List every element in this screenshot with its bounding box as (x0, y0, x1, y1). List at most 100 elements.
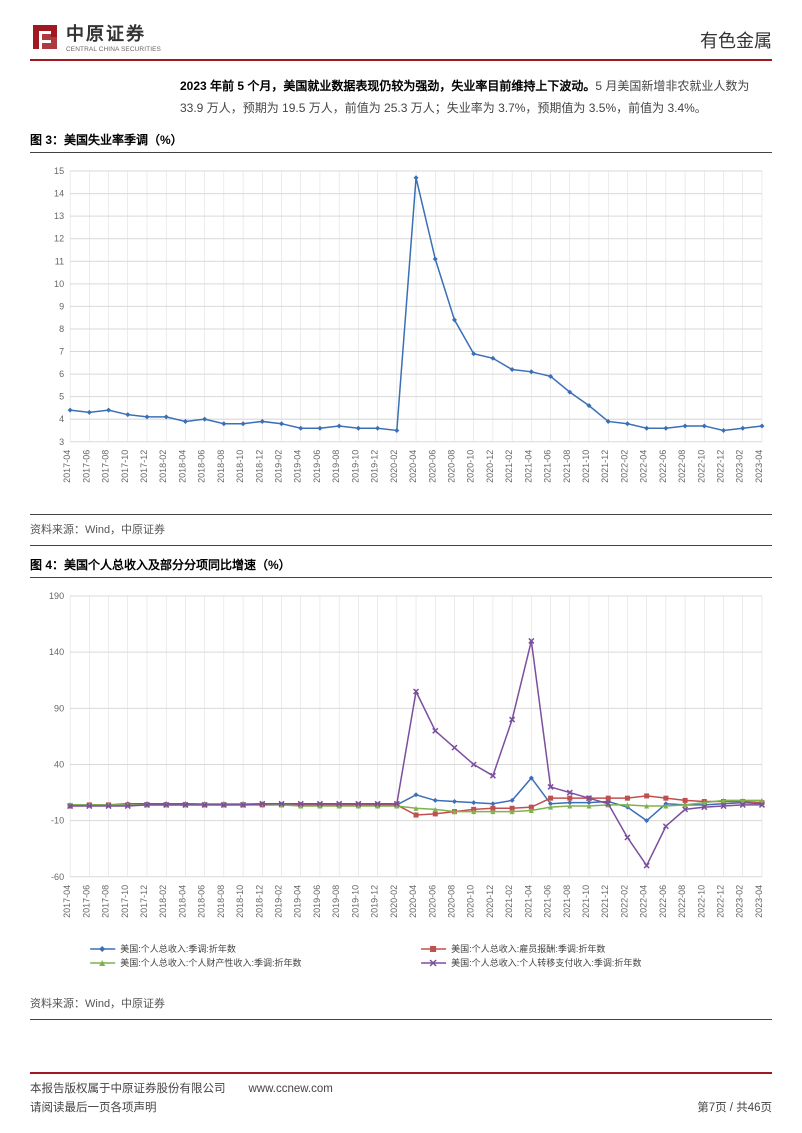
svg-text:美国:个人总收入:季调:折年数: 美国:个人总收入:季调:折年数 (120, 943, 236, 954)
svg-text:2023-04: 2023-04 (754, 885, 764, 918)
svg-text:2019-02: 2019-02 (274, 885, 284, 918)
svg-text:2018-08: 2018-08 (216, 885, 226, 918)
svg-text:2019-04: 2019-04 (293, 450, 303, 483)
svg-text:2020-08: 2020-08 (446, 450, 456, 483)
svg-text:7: 7 (59, 347, 64, 357)
svg-text:2017-10: 2017-10 (120, 885, 130, 918)
svg-text:2018-06: 2018-06 (197, 885, 207, 918)
svg-text:2022-10: 2022-10 (696, 885, 706, 918)
sector-label: 有色金属 (700, 27, 772, 53)
footer-page: 第7页 / 共46页 (697, 1080, 772, 1117)
svg-text:2018-04: 2018-04 (177, 885, 187, 918)
page-header: 中原证券 CENTRAL CHINA SECURITIES 有色金属 (30, 20, 772, 61)
svg-text:2022-02: 2022-02 (619, 450, 629, 483)
svg-text:2017-04: 2017-04 (62, 885, 72, 918)
svg-text:2017-06: 2017-06 (81, 450, 91, 483)
chart4-title: 图 4：美国个人总收入及部分分项同比增速（%） (30, 552, 772, 577)
svg-text:2022-02: 2022-02 (619, 885, 629, 918)
svg-text:2023-04: 2023-04 (754, 450, 764, 483)
svg-text:2023-02: 2023-02 (735, 450, 745, 483)
svg-text:15: 15 (54, 166, 64, 176)
footer-url: www.ccnew.com (249, 1083, 333, 1095)
svg-text:2022-04: 2022-04 (639, 885, 649, 918)
svg-text:12: 12 (54, 234, 64, 244)
intro-paragraph: 2023 年前 5 个月，美国就业数据表现仍较为强劲，失业率目前维持上下波动。5… (30, 71, 772, 127)
svg-text:140: 140 (49, 647, 64, 657)
svg-text:2022-10: 2022-10 (696, 450, 706, 483)
svg-text:2019-04: 2019-04 (293, 885, 303, 918)
svg-text:2020-10: 2020-10 (466, 450, 476, 483)
svg-text:美国:个人总收入:个人财产性收入:季调:折年数: 美国:个人总收入:个人财产性收入:季调:折年数 (120, 957, 301, 968)
svg-text:2021-08: 2021-08 (562, 450, 572, 483)
svg-text:8: 8 (59, 324, 64, 334)
svg-text:2021-04: 2021-04 (523, 885, 533, 918)
svg-text:6: 6 (59, 369, 64, 379)
svg-text:2019-08: 2019-08 (331, 885, 341, 918)
svg-text:2020-02: 2020-02 (389, 885, 399, 918)
svg-text:4: 4 (59, 415, 64, 425)
svg-text:2018-04: 2018-04 (177, 450, 187, 483)
svg-text:40: 40 (54, 760, 64, 770)
chart4-svg: -60-1040901401902017-042017-062017-08201… (30, 586, 772, 977)
svg-text:2020-12: 2020-12 (485, 885, 495, 918)
svg-text:13: 13 (54, 212, 64, 222)
svg-text:2021-04: 2021-04 (523, 450, 533, 483)
svg-text:2020-06: 2020-06 (427, 450, 437, 483)
svg-text:2019-12: 2019-12 (370, 450, 380, 483)
chart4-box: -60-1040901401902017-042017-062017-08201… (30, 577, 772, 989)
svg-text:2019-12: 2019-12 (370, 885, 380, 918)
svg-text:2021-06: 2021-06 (543, 885, 553, 918)
svg-text:美国:个人总收入:个人转移支付收入:季调:折年数: 美国:个人总收入:个人转移支付收入:季调:折年数 (451, 957, 641, 968)
chart3-svg: 34567891011121314152017-042017-062017-08… (30, 161, 772, 502)
svg-text:2019-10: 2019-10 (350, 885, 360, 918)
logo-icon (30, 22, 60, 52)
chart4-source: 资料来源：Wind，中原证券 (30, 991, 772, 1020)
svg-text:2017-04: 2017-04 (62, 450, 72, 483)
logo-text-cn: 中原证券 (66, 20, 161, 46)
svg-text:2022-08: 2022-08 (677, 450, 687, 483)
svg-text:2022-04: 2022-04 (639, 450, 649, 483)
svg-text:2022-08: 2022-08 (677, 885, 687, 918)
page-footer: 本报告版权属于中原证券股份有限公司 www.ccnew.com 请阅读最后一页各… (30, 1072, 772, 1117)
svg-text:2022-06: 2022-06 (658, 885, 668, 918)
svg-text:2022-06: 2022-06 (658, 450, 668, 483)
svg-text:2021-06: 2021-06 (543, 450, 553, 483)
chart3-source: 资料来源：Wind，中原证券 (30, 517, 772, 546)
svg-text:2019-06: 2019-06 (312, 450, 322, 483)
svg-text:2022-12: 2022-12 (716, 450, 726, 483)
svg-text:2020-10: 2020-10 (466, 885, 476, 918)
svg-text:2017-06: 2017-06 (81, 885, 91, 918)
svg-text:2021-08: 2021-08 (562, 885, 572, 918)
svg-text:2021-02: 2021-02 (504, 885, 514, 918)
svg-text:2021-10: 2021-10 (581, 450, 591, 483)
svg-text:2018-08: 2018-08 (216, 450, 226, 483)
svg-text:2018-12: 2018-12 (254, 450, 264, 483)
footer-disclaimer: 请阅读最后一页各项声明 (30, 1099, 333, 1117)
svg-text:2018-02: 2018-02 (158, 450, 168, 483)
svg-text:2021-10: 2021-10 (581, 885, 591, 918)
svg-text:2018-10: 2018-10 (235, 450, 245, 483)
svg-text:2019-10: 2019-10 (350, 450, 360, 483)
svg-text:2022-12: 2022-12 (716, 885, 726, 918)
footer-copyright: 本报告版权属于中原证券股份有限公司 (30, 1083, 226, 1095)
svg-text:-60: -60 (51, 872, 64, 882)
logo: 中原证券 CENTRAL CHINA SECURITIES (30, 20, 161, 53)
logo-text-en: CENTRAL CHINA SECURITIES (66, 46, 161, 53)
svg-text:2019-02: 2019-02 (274, 450, 284, 483)
svg-text:5: 5 (59, 392, 64, 402)
svg-text:10: 10 (54, 279, 64, 289)
svg-text:2020-04: 2020-04 (408, 885, 418, 918)
svg-text:2020-02: 2020-02 (389, 450, 399, 483)
svg-text:190: 190 (49, 591, 64, 601)
svg-text:2017-12: 2017-12 (139, 450, 149, 483)
svg-text:11: 11 (55, 257, 64, 267)
svg-text:2018-12: 2018-12 (254, 885, 264, 918)
svg-text:2020-04: 2020-04 (408, 450, 418, 483)
svg-text:2017-08: 2017-08 (101, 450, 111, 483)
intro-bold: 2023 年前 5 个月，美国就业数据表现仍较为强劲，失业率目前维持上下波动。 (180, 79, 595, 93)
svg-text:9: 9 (59, 302, 64, 312)
svg-text:2018-02: 2018-02 (158, 885, 168, 918)
svg-text:2019-06: 2019-06 (312, 885, 322, 918)
svg-text:2018-10: 2018-10 (235, 885, 245, 918)
svg-text:2017-10: 2017-10 (120, 450, 130, 483)
